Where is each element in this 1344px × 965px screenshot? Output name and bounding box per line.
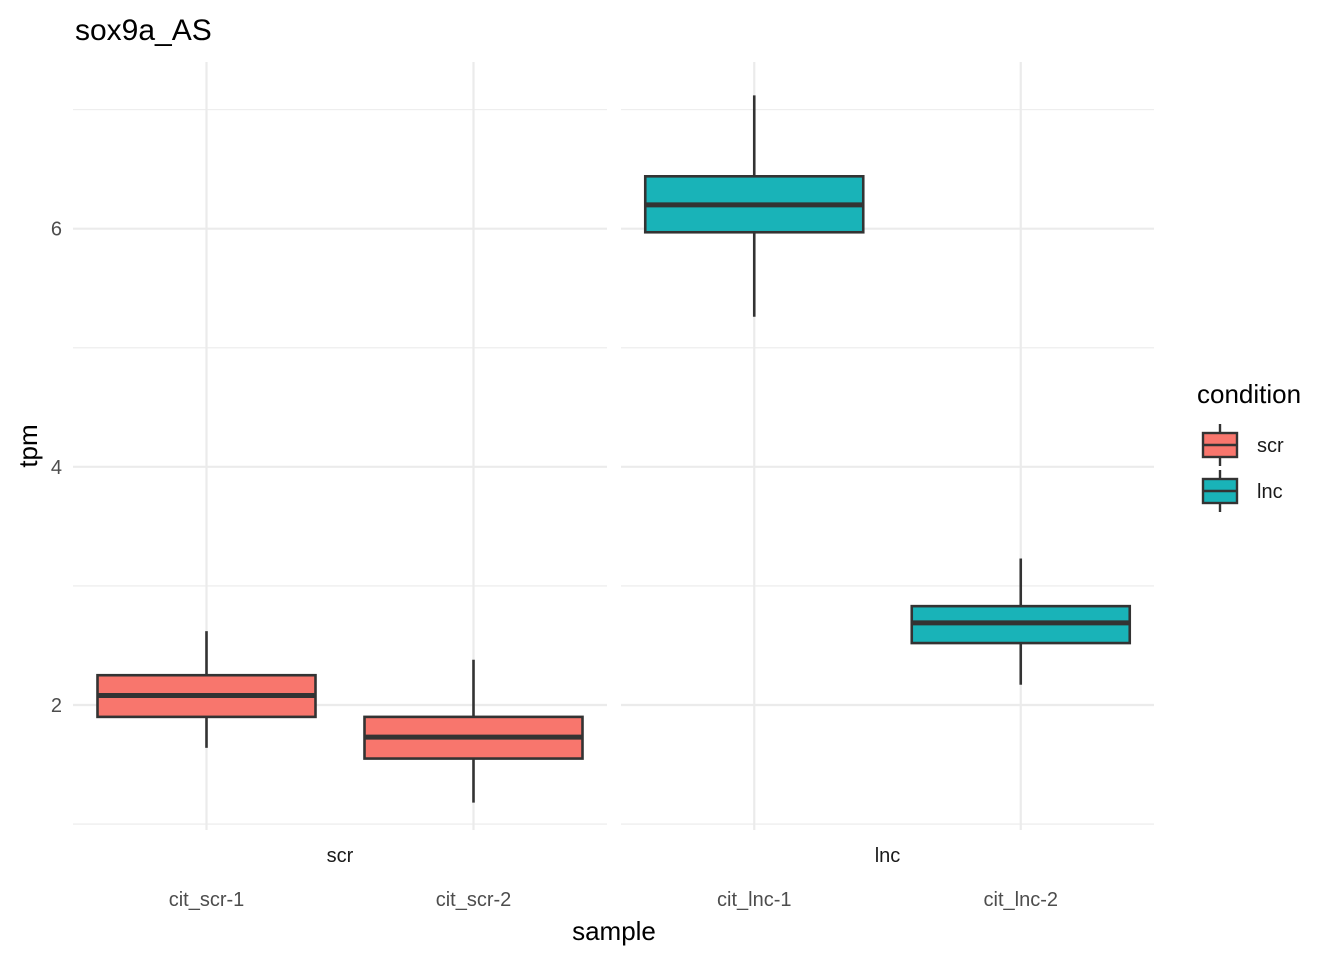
facet-panel-scr: scr cit_scr-1 cit_scr-2 (73, 62, 607, 911)
y-tick-label: 2 (51, 695, 62, 717)
box-cit_scr-1 (96, 631, 317, 748)
x-tick-label: cit_scr-2 (436, 889, 512, 911)
y-tick-label: 4 (51, 457, 62, 479)
facet-panel-lnc: lnc cit_lnc-1 cit_lnc-2 (621, 62, 1154, 911)
facet-panels: scr cit_scr-1 cit_scr-2 lnc cit_lnc-1 cit_lnc… (73, 62, 1154, 911)
legend-label: scr (1257, 435, 1284, 457)
box-cit_scr-2 (363, 659, 584, 803)
y-axis-title: tpm (13, 424, 43, 467)
x-tick-label: cit_lnc-2 (984, 889, 1058, 911)
y-tick-label: 6 (51, 219, 62, 241)
y-axis: 2 4 6 (51, 219, 62, 717)
x-tick-label: cit_scr-1 (169, 889, 245, 911)
x-tick-label: cit_lnc-1 (717, 889, 791, 911)
facet-strip-label: scr (327, 845, 354, 867)
legend-title: condition (1197, 379, 1301, 409)
legend-key-scr (1201, 424, 1239, 466)
legend-key-lnc (1201, 470, 1239, 512)
box-cit_lnc-2 (910, 558, 1132, 685)
legend: condition scr lnc (1197, 379, 1301, 512)
x-axis-title: sample (572, 916, 656, 946)
facet-strip-label: lnc (875, 845, 901, 867)
legend-label: lnc (1257, 481, 1283, 503)
chart-title: sox9a_AS (75, 14, 212, 47)
box-cit_lnc-1 (643, 95, 865, 317)
